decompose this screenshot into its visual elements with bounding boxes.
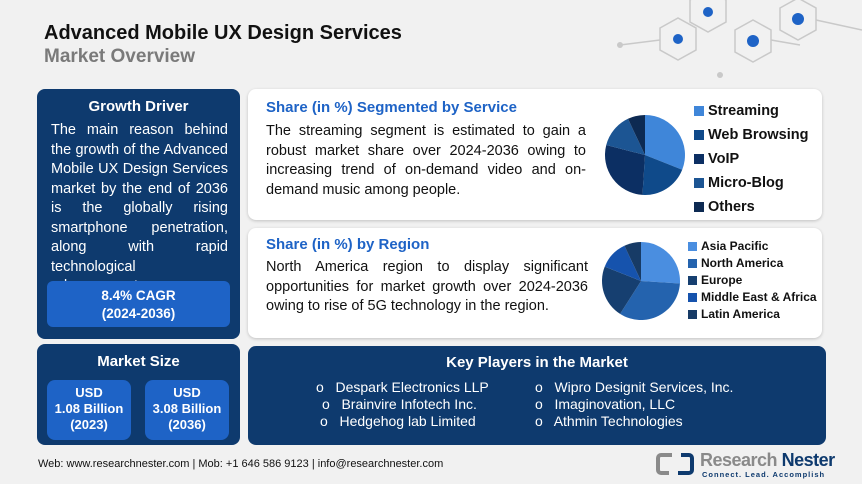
player: o Imaginovation, LLC [535,396,676,412]
pie-slice-voip [605,145,645,195]
legend-item: VoIP [694,147,808,171]
pie-slice-europe [602,266,641,314]
player: o Athmin Technologies [535,413,683,429]
legend-swatch [688,276,697,285]
decorative-hexagon-icons [617,0,862,78]
player: o Brainvire Infotech Inc. [322,396,477,412]
legend-swatch [694,154,704,164]
legend-swatch [694,106,704,116]
growth-driver-heading: Growth Driver [88,98,189,115]
cagr-period: (2024-2036) [101,306,176,321]
pie-slice-web-browsing [642,155,683,195]
legend-label: VoIP [708,151,740,167]
service-legend: Streaming Web Browsing VoIP Micro-Blog Other… [694,99,808,219]
logo-tagline: Connect. Lead. Accomplish [702,470,826,479]
footer-contact: Web: www.researchnester.com | Mob: +1 64… [38,458,444,470]
value: 3.08 Billion [152,401,222,416]
market-size-heading: Market Size [97,353,180,370]
legend-swatch [694,178,704,188]
logo-mark-icon [656,453,694,475]
legend-label: Others [708,199,755,215]
service-card: Share (in %) Segmented by Service The st… [248,89,822,220]
pie-slice-micro-blog [606,118,645,155]
legend-item: Others [694,195,808,219]
legend-label: Latin America [701,307,780,321]
pie-slice-streaming [645,115,685,170]
legend-item: Web Browsing [694,123,808,147]
key-players-panel: Key Players in the Market o Despark Elec… [248,346,826,445]
legend-item: Europe [688,272,817,289]
currency: USD [173,385,201,400]
region-text: North America region to display signific… [266,259,588,314]
pie-slice-asia-pacific [641,242,680,284]
legend-item: Middle East & Africa [688,289,817,306]
growth-driver-text: The main reason behind the growth of the… [51,121,228,297]
legend-label: Europe [701,273,743,287]
legend-label: Web Browsing [708,127,809,143]
legend-item: North America [688,255,817,272]
currency: USD [75,385,103,400]
legend-item: Micro-Blog [694,171,808,195]
pie-slice-latin-america [624,242,641,281]
pie-slice-north-america [620,281,680,320]
legend-item: Latin America [688,306,817,323]
legend-label: Middle East & Africa [701,290,817,304]
region-card: Share (in %) by Region North America reg… [248,228,822,338]
legend-swatch [688,259,697,268]
legend-item: Streaming [694,99,808,123]
service-pie-chart [605,115,685,195]
player: o Hedgehog lab Limited [320,413,476,429]
legend-swatch [688,310,697,319]
service-title: Share (in %) Segmented by Service [266,99,517,116]
legend-swatch [694,202,704,212]
value: 1.08 Billion [54,401,124,416]
key-players-right: o Wipro Designit Services, Inc. o Imagin… [535,379,733,430]
page-subtitle: Market Overview [44,46,196,67]
market-size-panel: Market Size USD 1.08 Billion (2023) USD … [37,344,240,445]
key-players-left: o Despark Electronics LLP o Brainvire In… [316,379,489,430]
service-text: The streaming segment is estimated to ga… [266,123,586,198]
player: o Wipro Designit Services, Inc. [535,379,734,395]
key-players-heading: Key Players in the Market [446,354,628,371]
region-title: Share (in %) by Region [266,236,430,253]
legend-swatch [688,293,697,302]
page-title: Advanced Mobile UX Design Services [44,22,402,44]
logo-text-a: Research [700,450,778,470]
legend-label: North America [701,256,784,270]
region-legend: Asia Pacific North America Europe Middle Ea… [688,238,817,323]
legend-label: Streaming [708,103,779,119]
legend-swatch [694,130,704,140]
logo-text-b: Nester [781,450,836,470]
cagr-value: 8.4% CAGR [101,288,176,303]
research-nester-logo: Research Nester Connect. Lead. Accomplis… [656,450,835,480]
region-pie-chart [602,242,680,320]
legend-label: Micro-Blog [708,175,784,191]
growth-driver-panel: Growth Driver The main reason behind the… [37,89,240,339]
year: (2023) [70,417,108,432]
year: (2036) [168,417,206,432]
legend-label: Asia Pacific [701,239,769,253]
cagr-badge: 8.4% CAGR (2024-2036) [47,281,230,327]
legend-swatch [688,242,697,251]
pie-slice-others [627,115,645,155]
market-size-2023: USD 1.08 Billion (2023) [47,380,131,440]
player: o Despark Electronics LLP [316,379,489,395]
legend-item: Asia Pacific [688,238,817,255]
pie-slice-middle-east-africa [604,245,641,281]
market-size-2036: USD 3.08 Billion (2036) [145,380,229,440]
